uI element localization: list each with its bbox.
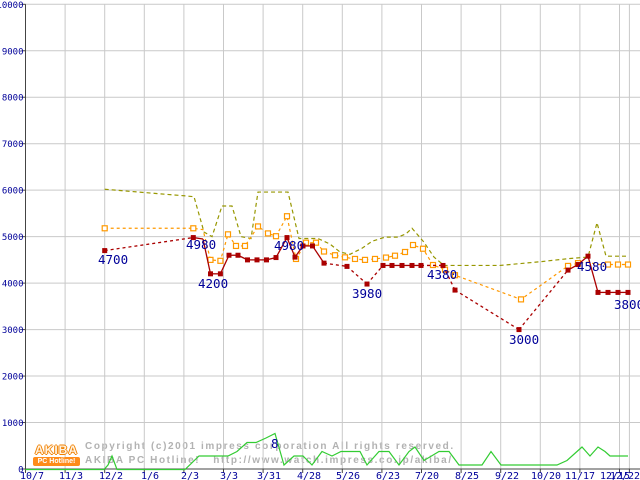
site-url-text: AKIBA PC Hotline! http://www.watch.impre…: [85, 455, 453, 466]
x-axis-labels: 10/7 11/3 12/2 1/6 2/3 3/3 3/31 4/28 5/26 6/23 7/2…: [20, 471, 640, 480]
svg-text:7000: 7000: [2, 140, 24, 150]
akiba-logo: AKIBA PC Hotline!: [33, 444, 80, 466]
gridlines: [25, 3, 640, 469]
svg-text:7/20: 7/20: [415, 471, 439, 480]
svg-text:11/3: 11/3: [59, 471, 83, 480]
svg-text:8/25: 8/25: [455, 471, 479, 480]
axes: [21, 3, 640, 473]
average-price-line: [101, 213, 632, 303]
svg-text:9000: 9000: [2, 47, 24, 57]
svg-text:10/20: 10/20: [531, 471, 561, 480]
svg-text:3000: 3000: [509, 332, 539, 347]
svg-text:4/28: 4/28: [297, 471, 321, 480]
y-axis-labels: 0 1000 2000 3000 4000 5000 6000 7000 8000 9000 100…: [0, 1, 24, 476]
svg-text:5/26: 5/26: [336, 471, 360, 480]
svg-text:12/22: 12/22: [610, 471, 640, 480]
copyright-text: Copyright (c)2001 impress corporation Al…: [85, 441, 455, 452]
highest-price-line: [104, 188, 628, 267]
svg-text:3/31: 3/31: [257, 471, 281, 480]
svg-text:5000: 5000: [2, 233, 24, 243]
pc-hotline-badge: PC Hotline!: [33, 457, 80, 466]
svg-text:3980: 3980: [352, 286, 382, 301]
svg-text:2000: 2000: [2, 373, 24, 383]
svg-text:12/2: 12/2: [99, 471, 123, 480]
svg-text:4980: 4980: [274, 238, 304, 253]
svg-text:3000: 3000: [2, 326, 24, 336]
svg-text:1/6: 1/6: [141, 471, 159, 480]
svg-text:8000: 8000: [2, 94, 24, 104]
svg-text:4000: 4000: [2, 280, 24, 290]
svg-text:12/15: 12/15: [600, 471, 630, 480]
lowest-price-line: [102, 235, 631, 333]
svg-text:10000: 10000: [0, 1, 24, 11]
data-point-labels: 4700498042004980398043803000458038008: [98, 237, 640, 451]
svg-text:10/7: 10/7: [20, 471, 44, 480]
svg-text:3/3: 3/3: [220, 471, 238, 480]
svg-text:6000: 6000: [2, 187, 24, 197]
svg-text:3800: 3800: [614, 297, 640, 312]
svg-text:4580: 4580: [577, 259, 607, 274]
svg-text:4980: 4980: [186, 237, 216, 252]
svg-text:4700: 4700: [98, 252, 128, 267]
svg-text:2/3: 2/3: [181, 471, 199, 480]
svg-text:6/23: 6/23: [376, 471, 400, 480]
akiba-logo-text: AKIBA: [35, 443, 78, 457]
svg-text:4380: 4380: [427, 267, 457, 282]
svg-text:4200: 4200: [198, 276, 228, 291]
svg-text:1000: 1000: [2, 419, 24, 429]
svg-text:9/22: 9/22: [495, 471, 519, 480]
svg-text:0: 0: [18, 466, 23, 476]
svg-text:11/17: 11/17: [565, 471, 595, 480]
